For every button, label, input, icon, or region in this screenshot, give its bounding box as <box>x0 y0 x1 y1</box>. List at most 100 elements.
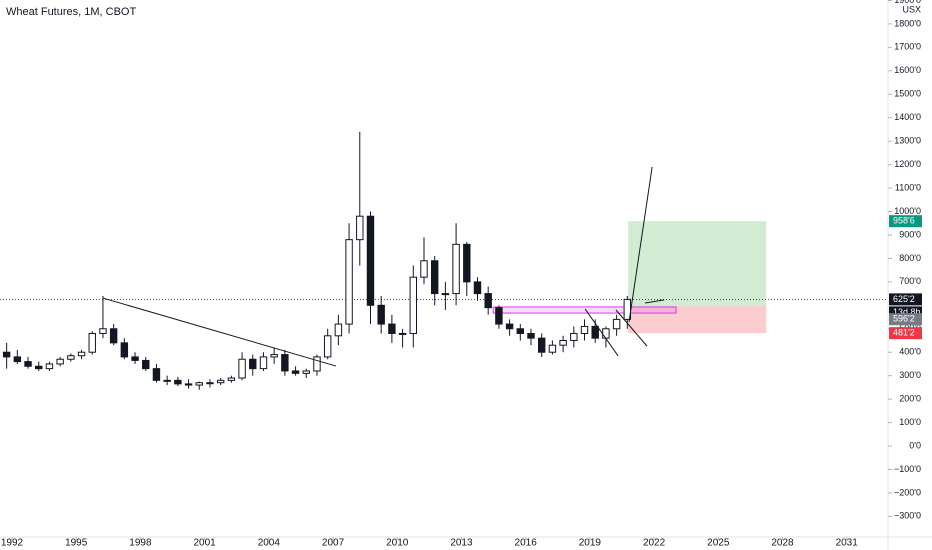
candle-body <box>56 358 64 365</box>
y-tick-label: 800'0 <box>899 253 921 263</box>
x-tick-label: 2016 <box>515 538 538 549</box>
candle-body <box>227 377 236 381</box>
y-tick-label: 1500'0 <box>894 89 921 99</box>
price-tag-label: 596'2 <box>893 314 915 324</box>
y-tick-label: 300'0 <box>899 370 921 380</box>
y-tick-label: 1100'0 <box>895 182 921 192</box>
y-tick-label: 1200'0 <box>894 159 921 169</box>
candle-body <box>388 323 396 334</box>
y-tick-label: 1900'0 <box>894 0 921 5</box>
x-tick-label: 2007 <box>322 538 345 549</box>
candle-body <box>216 379 225 384</box>
y-tick-label: 100'0 <box>899 417 921 427</box>
candle-body <box>420 260 428 278</box>
price-tag <box>889 313 922 326</box>
candle-body <box>505 323 514 330</box>
y-tick-label: 1600'0 <box>894 65 921 75</box>
y-tick-label: 0'0 <box>909 440 921 450</box>
candle-body <box>591 325 599 339</box>
candle-body <box>238 358 246 379</box>
y-tick-label: 1800'0 <box>894 18 921 28</box>
chart-title: Wheat Futures, 1M, CBOT <box>6 6 136 18</box>
candle-body <box>24 361 32 367</box>
candle-body <box>163 379 171 382</box>
countdown-label: 13d 8h <box>893 307 921 317</box>
x-tick-label: 2028 <box>771 538 794 549</box>
candle-body <box>441 293 450 296</box>
candle-body <box>463 243 471 283</box>
candle-body <box>195 382 203 386</box>
x-tick-label: 2019 <box>579 538 602 549</box>
loss-zone <box>628 306 767 334</box>
candle-body <box>120 342 129 358</box>
y-tick-label: 900'0 <box>899 229 921 239</box>
x-tick-label: 2010 <box>386 538 409 549</box>
profit-zone <box>628 221 767 307</box>
candle-body <box>152 368 161 381</box>
candle-body <box>249 358 257 370</box>
candle-body <box>281 354 289 372</box>
candle-body <box>452 243 460 295</box>
candle-body <box>270 354 278 358</box>
x-tick-label: 2025 <box>707 538 730 549</box>
x-tick-label: 1992 <box>1 538 24 549</box>
y-tick-label: 1700'0 <box>894 42 921 52</box>
price-tag-label: 481'2 <box>893 328 915 338</box>
x-tick-label: 2004 <box>258 538 281 549</box>
candle-body <box>484 293 492 309</box>
trend-line <box>584 308 619 357</box>
candle-body <box>302 370 310 374</box>
candle-body <box>602 328 610 339</box>
candle-body <box>323 335 332 358</box>
candle-body <box>291 370 300 374</box>
candle-body <box>580 325 589 334</box>
x-tick-label: 2001 <box>193 538 216 549</box>
unit-label: USX <box>902 4 921 14</box>
candle-body <box>430 260 439 295</box>
y-tick-label: 400'0 <box>899 347 921 357</box>
y-tick-label: 700'0 <box>899 276 921 286</box>
candle-body <box>2 351 11 358</box>
x-tick-label: 2022 <box>643 538 666 549</box>
candle-body <box>527 332 535 339</box>
y-tick-label: 1400'0 <box>894 112 921 122</box>
x-tick-label: 1998 <box>129 538 152 549</box>
y-tick-label: 200'0 <box>899 393 921 403</box>
candle-body <box>259 356 268 370</box>
candle-body <box>473 281 482 295</box>
candle-body <box>495 307 503 325</box>
candle-body <box>334 323 343 337</box>
candle-body <box>45 363 54 370</box>
candle-body <box>142 359 150 370</box>
candle-body <box>345 239 353 325</box>
candle-body <box>109 328 118 344</box>
x-tick-label: 1995 <box>65 538 88 549</box>
price-tag <box>889 293 922 306</box>
zone-rect <box>492 306 677 314</box>
trend-line <box>102 297 337 367</box>
candle-body <box>548 344 557 353</box>
candle-body <box>206 382 214 385</box>
candle-body <box>99 328 107 334</box>
candle-body <box>88 332 96 353</box>
candle-body <box>366 215 375 306</box>
candle-body <box>377 304 385 325</box>
candle-body <box>184 383 193 386</box>
candle-body <box>313 356 321 372</box>
candle-body <box>13 356 22 363</box>
price-tag <box>889 327 922 340</box>
candle-body <box>77 351 86 357</box>
trend-line <box>615 309 648 347</box>
price-tag <box>889 215 922 228</box>
trend-line <box>644 299 665 304</box>
y-tick-label: −100'0 <box>894 464 921 474</box>
candle-body <box>35 365 43 370</box>
y-tick-label: 1300'0 <box>894 136 921 146</box>
candle-body <box>356 215 364 241</box>
price-tag-label: 625'2 <box>893 294 915 304</box>
candle-body <box>537 337 546 353</box>
candle-body <box>131 356 139 361</box>
x-tick-label: 2031 <box>836 538 859 549</box>
y-tick-label: −200'0 <box>894 487 921 497</box>
